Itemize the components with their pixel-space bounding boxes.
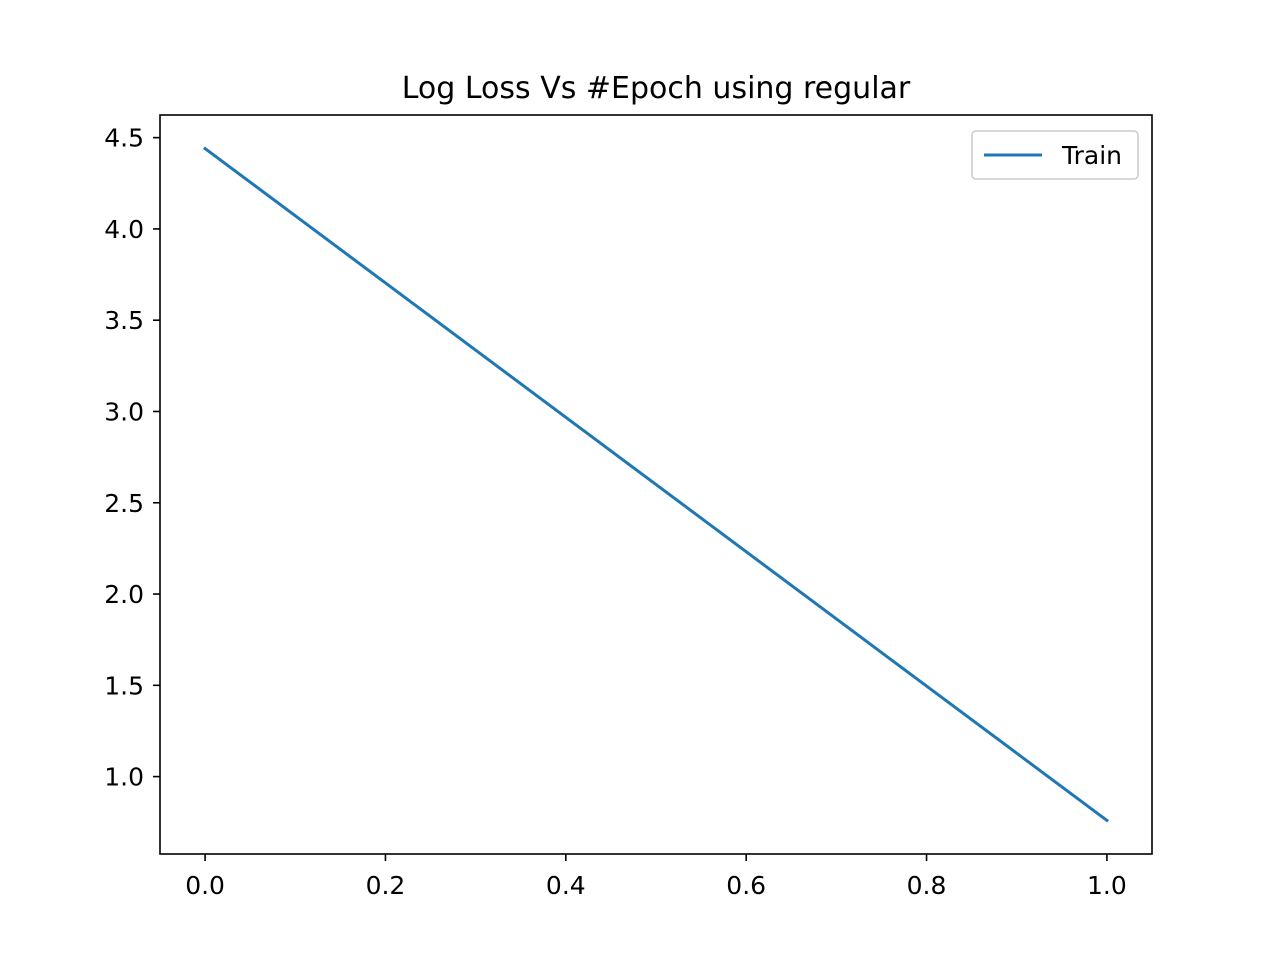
y-tick-label: 4.5: [104, 124, 144, 153]
y-tick-label: 1.0: [104, 763, 144, 792]
x-tick-label: 0.6: [726, 871, 766, 900]
x-tick-label: 0.8: [907, 871, 947, 900]
x-tick-label: 1.0: [1087, 871, 1127, 900]
y-tick-label: 4.0: [104, 215, 144, 244]
y-tick-label: 2.5: [104, 489, 144, 518]
x-tick-label: 0.0: [185, 871, 225, 900]
series-line-train: [202, 146, 1110, 823]
plot-area-frame: [159, 114, 1153, 855]
y-tick-label: 3.0: [104, 397, 144, 426]
x-axis: 0.0 0.2 0.4 0.6 0.8 1.0: [185, 854, 1127, 900]
chart-title: Log Loss Vs #Epoch using regular: [402, 71, 911, 106]
y-axis: 1.0 1.5 2.0 2.5 3.0 3.5 4.0 4.5: [104, 124, 160, 792]
x-tick-label: 0.4: [546, 871, 586, 900]
y-tick-label: 1.5: [104, 671, 144, 700]
legend: Train: [971, 130, 1139, 180]
legend-box: [971, 130, 1139, 180]
y-tick-label: 3.5: [104, 306, 144, 335]
x-tick-label: 0.2: [366, 871, 406, 900]
plot-series: [202, 146, 1110, 823]
legend-label: Train: [1061, 141, 1122, 170]
y-tick-label: 2.0: [104, 580, 144, 609]
